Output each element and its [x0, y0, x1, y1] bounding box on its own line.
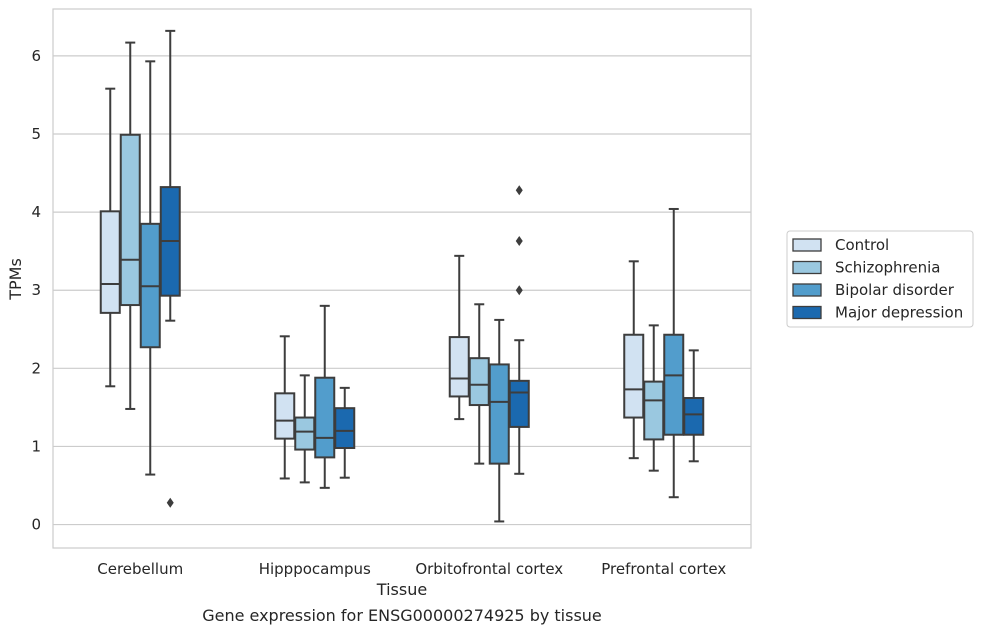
- legend-swatch: [792, 305, 822, 320]
- legend-entry: Major depression: [792, 304, 963, 322]
- box-schizophrenia: [468, 303, 490, 465]
- box-major-depression: [159, 29, 181, 508]
- iqr-box: [314, 376, 336, 459]
- x-tick-label: Orbitofrontal cortex: [415, 560, 563, 578]
- box-schizophrenia: [119, 41, 141, 410]
- legend-label: Bipolar disorder: [835, 281, 955, 299]
- legend-swatch: [792, 260, 822, 275]
- outlier-point: [515, 236, 523, 247]
- iqr-box: [488, 363, 510, 465]
- iqr-box: [663, 333, 685, 436]
- y-tick-label: 3: [31, 281, 41, 299]
- legend-entry: Schizophrenia: [792, 259, 940, 277]
- outlier-point: [515, 285, 523, 296]
- iqr-box: [643, 380, 665, 441]
- iqr-box: [508, 379, 530, 428]
- legend-label: Schizophrenia: [835, 259, 940, 277]
- y-tick-label: 6: [31, 47, 41, 65]
- y-tick-label: 1: [31, 437, 41, 455]
- y-axis-label: TPMs: [6, 258, 25, 301]
- legend-frame: [786, 230, 974, 328]
- y-tick-label: 2: [31, 359, 41, 377]
- y-tick-labels: 0 1 2 3 4 5 6: [31, 47, 41, 534]
- box-major-depression: [508, 185, 530, 475]
- box-major-depression: [334, 386, 356, 479]
- legend: Control Schizophrenia Bipolar disorder Majo…: [786, 230, 974, 328]
- iqr-box: [448, 336, 470, 398]
- iqr-box: [623, 333, 645, 419]
- box-bipolar-disorder: [139, 60, 161, 476]
- iqr-box: [274, 392, 296, 440]
- box-control: [274, 335, 296, 480]
- legend-swatch: [792, 238, 822, 252]
- box-bipolar-disorder: [663, 207, 685, 499]
- y-tick-label: 5: [31, 125, 41, 143]
- legend-label: Control: [835, 236, 889, 254]
- x-tick-labels: Cerebellum Hipppocampus Orbitofrontal cort…: [97, 560, 726, 578]
- iqr-box: [119, 133, 141, 307]
- legend-label: Major depression: [835, 304, 963, 322]
- x-tick-label: Prefrontal cortex: [601, 560, 726, 578]
- y-tick-label: 4: [31, 203, 41, 221]
- box-control: [623, 260, 645, 460]
- iqr-box: [99, 210, 121, 314]
- box-bipolar-disorder: [488, 318, 510, 523]
- box-major-depression: [683, 349, 705, 463]
- iqr-box: [468, 357, 490, 407]
- x-axis-label: Tissue: [376, 580, 427, 599]
- legend-entries: Control Schizophrenia Bipolar disorder Majo…: [792, 236, 963, 322]
- outlier-point: [166, 497, 174, 508]
- legend-entry: Control: [792, 236, 889, 254]
- iqr-box: [683, 397, 705, 436]
- outlier-point: [515, 185, 523, 196]
- iqr-box: [294, 416, 316, 451]
- boxes: [99, 29, 705, 523]
- y-tick-label: 0: [31, 516, 41, 534]
- iqr-box: [334, 407, 356, 450]
- legend-entry: Bipolar disorder: [792, 281, 955, 299]
- chart-caption: Gene expression for ENSG00000274925 by t…: [202, 606, 602, 625]
- box-bipolar-disorder: [314, 304, 336, 489]
- x-tick-label: Cerebellum: [97, 560, 183, 578]
- legend-swatch: [792, 283, 822, 297]
- x-tick-label: Hipppocampus: [259, 560, 371, 578]
- box-schizophrenia: [643, 324, 665, 472]
